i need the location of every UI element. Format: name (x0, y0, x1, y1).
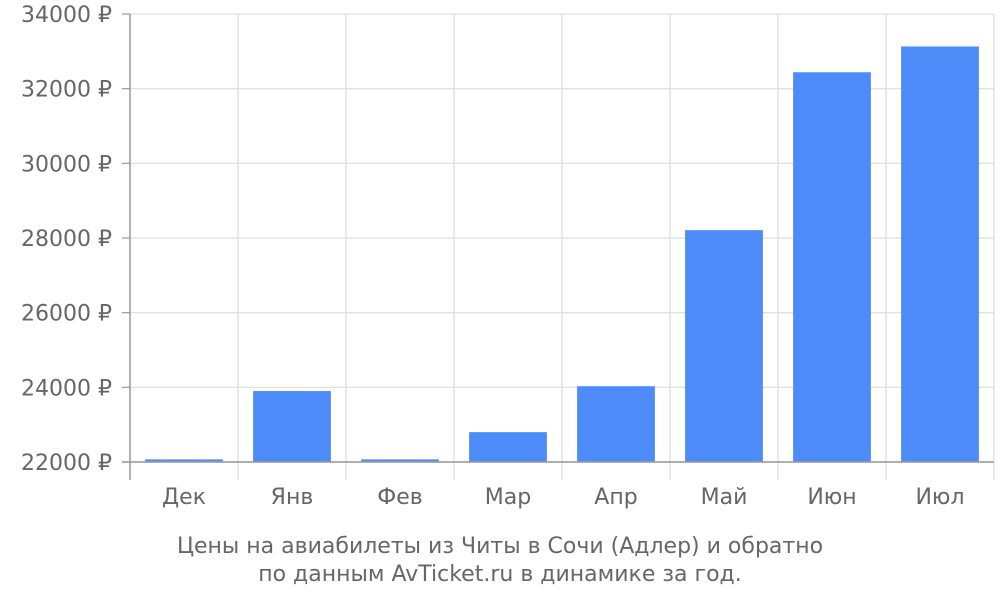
bars (145, 46, 979, 463)
grid-lines (130, 13, 995, 480)
bar (793, 72, 871, 463)
bar (469, 432, 547, 462)
y-axis-ticks: 22000 ₽ 24000 ₽ 26000 ₽ 28000 ₽ 30000 ₽ 32000… (21, 3, 112, 476)
x-tick-label: Янв (271, 485, 314, 510)
y-tick-label: 34000 ₽ (21, 3, 112, 28)
x-tick-label: Фев (377, 485, 422, 510)
bar-chart: 22000 ₽ 24000 ₽ 26000 ₽ 28000 ₽ 30000 ₽ 32000… (21, 3, 995, 510)
x-axis-ticks: Дек Янв Фев Мар Апр Май Июн Июл (162, 485, 965, 510)
y-tick-label: 28000 ₽ (21, 227, 112, 252)
y-tick-label: 24000 ₽ (21, 376, 112, 401)
bar (361, 459, 439, 462)
y-tick-label: 22000 ₽ (21, 451, 112, 476)
x-tick-label: Июн (807, 485, 856, 510)
y-tick-label: 26000 ₽ (21, 302, 112, 327)
bar (145, 459, 223, 462)
caption-line-2: по данным AvTicket.ru в динамике за год. (258, 562, 742, 587)
bar (685, 230, 763, 462)
bar (577, 386, 655, 462)
x-tick-label: Апр (594, 485, 637, 510)
x-tick-label: Июл (915, 485, 964, 510)
y-tick-label: 30000 ₽ (21, 152, 112, 177)
bar (253, 391, 331, 462)
bar (901, 46, 979, 462)
caption-line-1: Цены на авиабилеты из Читы в Сочи (Адлер… (176, 534, 824, 559)
axes (122, 13, 994, 480)
chart-caption: Цены на авиабилеты из Читы в Сочи (Адлер… (0, 533, 1000, 589)
x-tick-label: Дек (162, 485, 206, 510)
y-tick-label: 32000 ₽ (21, 78, 112, 103)
x-tick-label: Мар (485, 485, 531, 510)
x-tick-label: Май (701, 485, 748, 510)
